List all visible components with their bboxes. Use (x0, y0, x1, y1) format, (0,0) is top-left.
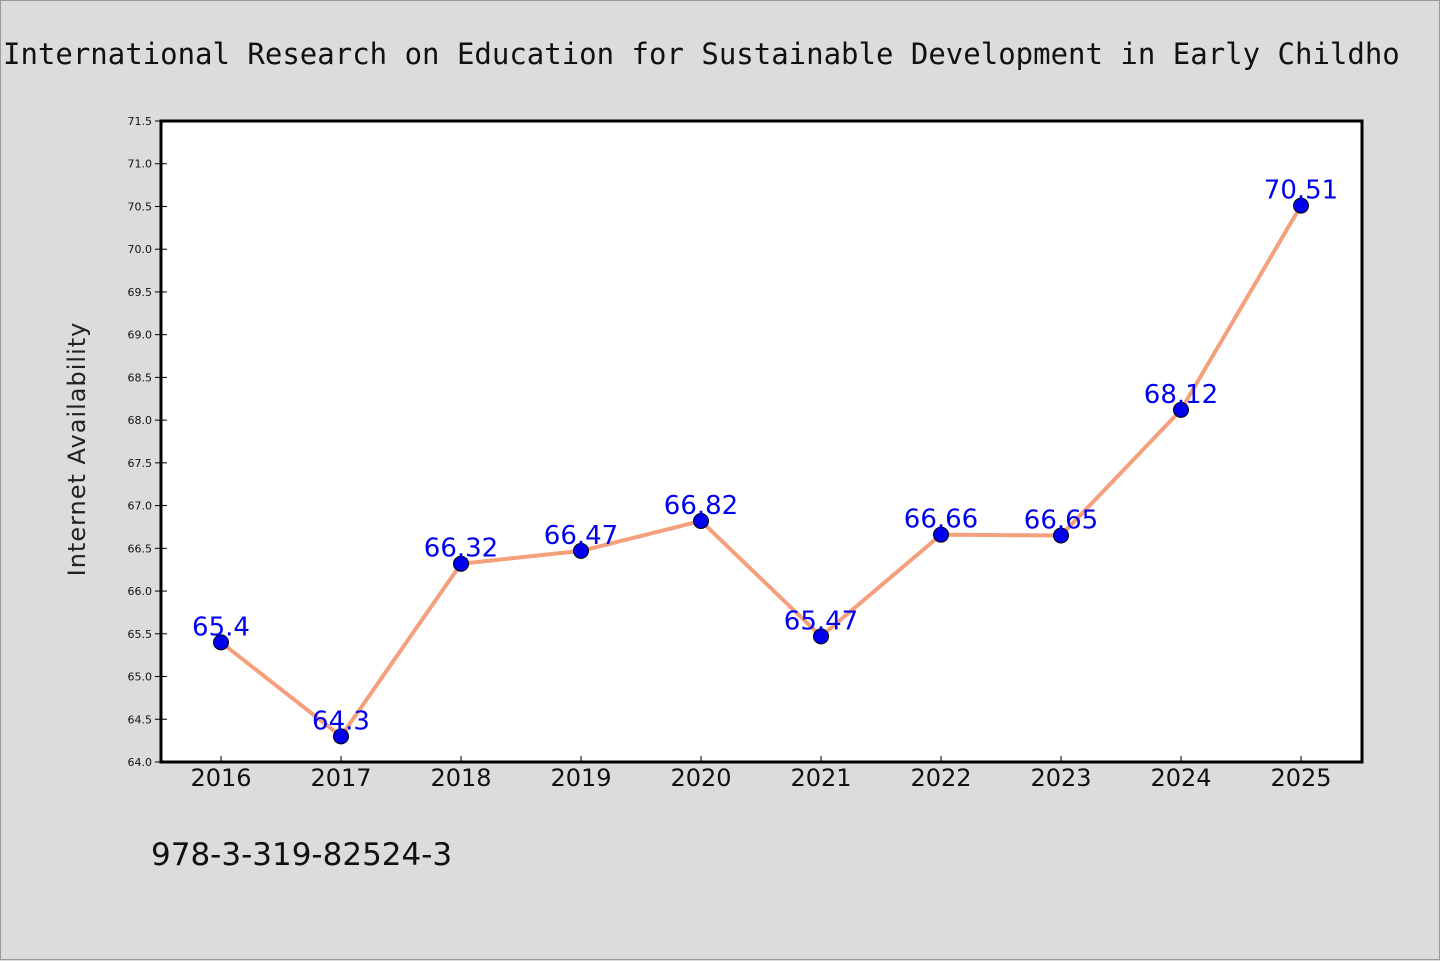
series-line (219, 203, 1303, 739)
data-label: 66.65 (1024, 506, 1098, 536)
data-label: 65.47 (784, 606, 858, 636)
plot-area (161, 121, 1362, 762)
data-point (573, 542, 589, 559)
y-tick-label: 64.0 (128, 756, 153, 769)
y-tick-label: 66.5 (128, 542, 153, 555)
y-tick-label: 64.5 (128, 713, 153, 726)
y-tick-label: 70.5 (128, 200, 153, 213)
data-point (453, 555, 469, 572)
plot-border (159, 119, 1364, 764)
data-point (213, 634, 229, 651)
x-tick-label: 2022 (910, 764, 971, 792)
y-tick-label: 67.0 (128, 500, 153, 513)
data-point (1173, 401, 1189, 418)
x-tick-label: 2016 (190, 764, 251, 792)
series-line-group (219, 203, 1303, 739)
x-tick-label: 2018 (430, 764, 491, 792)
y-tick-label: 65.5 (128, 628, 153, 641)
data-label: 64.3 (312, 706, 370, 736)
data-point (693, 512, 709, 529)
x-tick-label: 2019 (550, 764, 611, 792)
data-point (333, 728, 349, 745)
y-tick-label: 71.5 (128, 115, 153, 128)
data-label: 66.32 (424, 534, 498, 564)
y-tick-label: 68.5 (128, 371, 153, 384)
y-tick-label: 69.0 (128, 329, 153, 342)
data-point (1293, 197, 1309, 214)
y-tick-label: 66.0 (128, 585, 153, 598)
footer-isbn: 978-3-319-82524-3 (151, 837, 452, 873)
data-label: 66.82 (664, 491, 738, 521)
data-markers (213, 197, 1309, 745)
y-tick-label: 65.0 (128, 671, 153, 684)
y-tick-label: 70.0 (128, 243, 153, 256)
y-tick-label: 67.5 (128, 457, 153, 470)
x-tick-label: 2023 (1030, 764, 1091, 792)
data-label: 65.4 (192, 612, 250, 642)
data-point (813, 628, 829, 645)
y-tick-label: 68.0 (128, 414, 153, 427)
y-axis: 64.0 64.5 65.0 65.5 66.0 66.5 67.0 67.5 68.0 68.5… (128, 115, 167, 769)
y-tick-label: 71.0 (128, 158, 153, 171)
x-tick-label: 2021 (790, 764, 851, 792)
y-tick-label: 69.5 (128, 286, 153, 299)
data-label: 66.47 (544, 521, 618, 551)
chart-title: International Research on Education for … (3, 37, 1400, 71)
data-label: 66.66 (904, 505, 978, 535)
data-labels: 65.4 64.3 66.32 66.47 66.82 65.47 66.66 66.65 68… (192, 176, 1338, 737)
data-label: 68.12 (1144, 380, 1218, 410)
x-tick-label: 2017 (310, 764, 371, 792)
data-label: 70.51 (1264, 176, 1338, 206)
y-axis-label: Internet Availability (63, 322, 91, 577)
x-tick-label: 2024 (1150, 764, 1211, 792)
data-point (1053, 527, 1069, 544)
x-axis: 2016 2017 2018 2019 2020 2021 2022 2023 2024 2025 (190, 756, 1332, 792)
data-point (933, 526, 949, 543)
x-tick-label: 2025 (1270, 764, 1331, 792)
x-tick-label: 2020 (670, 764, 731, 792)
